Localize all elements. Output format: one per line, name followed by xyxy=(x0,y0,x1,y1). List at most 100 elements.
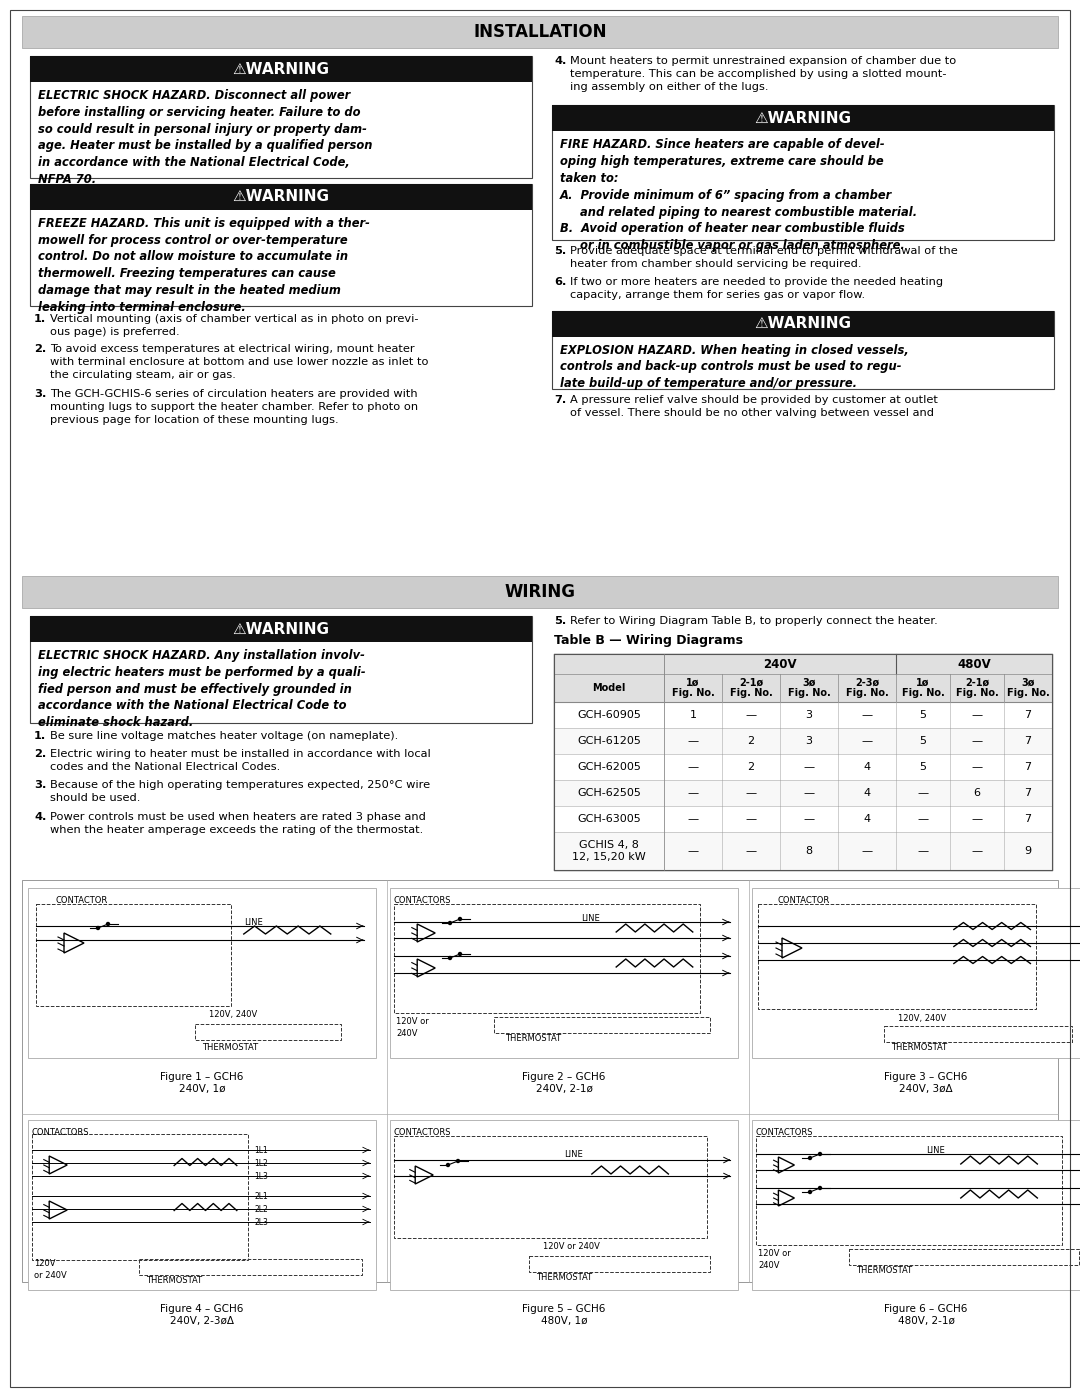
Bar xyxy=(664,806,723,833)
Text: 5.: 5. xyxy=(554,246,566,257)
Text: —: — xyxy=(745,788,757,798)
Bar xyxy=(838,728,896,754)
Text: —: — xyxy=(917,788,929,798)
Circle shape xyxy=(448,957,451,960)
Bar xyxy=(664,728,723,754)
Text: 1.: 1. xyxy=(33,314,46,324)
Text: 3.: 3. xyxy=(33,780,46,791)
Text: FREEZE HAZARD. This unit is equipped with a ther-
mowell for process control or : FREEZE HAZARD. This unit is equipped wit… xyxy=(38,217,369,314)
Bar xyxy=(838,833,896,870)
Text: 3: 3 xyxy=(806,736,812,746)
Bar xyxy=(950,703,1004,728)
Circle shape xyxy=(819,1186,822,1189)
Text: Table B — Wiring Diagrams: Table B — Wiring Diagrams xyxy=(554,634,743,647)
Bar xyxy=(30,56,532,82)
Text: 3: 3 xyxy=(806,710,812,719)
Bar xyxy=(22,576,1058,608)
Bar xyxy=(390,888,738,1058)
Bar xyxy=(664,780,723,806)
Text: ⚠WARNING: ⚠WARNING xyxy=(232,190,329,204)
Circle shape xyxy=(809,1157,811,1160)
Text: 9: 9 xyxy=(1025,847,1031,856)
Text: THERMOSTAT: THERMOSTAT xyxy=(202,1044,258,1052)
Text: The GCH-GCHIS-6 series of circulation heaters are provided with
mounting lugs to: The GCH-GCHIS-6 series of circulation he… xyxy=(50,388,418,425)
Bar xyxy=(552,105,1054,131)
Bar xyxy=(529,1256,711,1273)
Bar xyxy=(664,703,723,728)
Bar xyxy=(838,703,896,728)
Text: 120V or
240V: 120V or 240V xyxy=(758,1249,791,1270)
Bar xyxy=(752,1120,1080,1289)
Bar xyxy=(1004,703,1052,728)
Bar xyxy=(950,754,1004,780)
Text: 1ø
Fig. No.: 1ø Fig. No. xyxy=(902,678,944,698)
Text: 5: 5 xyxy=(919,710,927,719)
Bar xyxy=(554,673,1052,703)
Text: LINE: LINE xyxy=(581,914,600,923)
Bar xyxy=(30,184,532,306)
Text: —: — xyxy=(862,847,873,856)
Text: ELECTRIC SHOCK HAZARD. Disconnect all power
before installing or servicing heate: ELECTRIC SHOCK HAZARD. Disconnect all po… xyxy=(38,89,373,186)
Text: Be sure line voltage matches heater voltage (on nameplate).: Be sure line voltage matches heater volt… xyxy=(50,731,399,740)
Text: THERMOSTAT: THERMOSTAT xyxy=(891,1042,947,1052)
Text: Vertical mounting (axis of chamber vertical as in photo on previ-
ous page) is p: Vertical mounting (axis of chamber verti… xyxy=(50,314,419,337)
Text: —: — xyxy=(745,710,757,719)
Text: 240V: 240V xyxy=(764,658,797,671)
Text: 8: 8 xyxy=(806,847,812,856)
Bar xyxy=(896,754,950,780)
Bar xyxy=(756,1136,1063,1245)
Bar xyxy=(664,754,723,780)
Text: —: — xyxy=(688,761,699,773)
Text: ⚠WARNING: ⚠WARNING xyxy=(232,622,329,637)
Bar xyxy=(552,105,1054,240)
Bar xyxy=(28,1120,376,1289)
Bar xyxy=(30,616,532,722)
Bar xyxy=(30,56,532,177)
Bar xyxy=(838,754,896,780)
Text: CONTACTORS: CONTACTORS xyxy=(756,1127,813,1137)
Circle shape xyxy=(809,1190,811,1193)
Text: 7: 7 xyxy=(1025,788,1031,798)
Bar xyxy=(723,728,780,754)
Text: GCH-60905: GCH-60905 xyxy=(577,710,640,719)
Bar xyxy=(554,833,664,870)
Text: —: — xyxy=(688,847,699,856)
Bar xyxy=(950,728,1004,754)
Text: THERMOSTAT: THERMOSTAT xyxy=(536,1273,592,1282)
Bar xyxy=(780,833,838,870)
Bar xyxy=(950,806,1004,833)
Text: CONTACTORS: CONTACTORS xyxy=(394,1127,451,1137)
Text: 6.: 6. xyxy=(554,277,566,286)
Bar xyxy=(664,654,896,673)
Bar xyxy=(780,703,838,728)
Text: —: — xyxy=(971,847,983,856)
Bar xyxy=(950,833,1004,870)
Text: 2L1: 2L1 xyxy=(254,1192,268,1201)
Bar xyxy=(495,1017,711,1034)
Bar xyxy=(780,754,838,780)
Text: Figure 4 – GCH6
240V, 2-3øΔ: Figure 4 – GCH6 240V, 2-3øΔ xyxy=(160,1303,244,1326)
Text: 4: 4 xyxy=(863,788,870,798)
Text: 5: 5 xyxy=(919,736,927,746)
Bar xyxy=(896,780,950,806)
Text: Because of the high operating temperatures expected, 250°C wire
should be used.: Because of the high operating temperatur… xyxy=(50,780,430,803)
Text: Figure 2 – GCH6
240V, 2-1ø: Figure 2 – GCH6 240V, 2-1ø xyxy=(523,1071,606,1094)
Bar xyxy=(554,654,664,673)
Text: CONTACTORS: CONTACTORS xyxy=(32,1127,90,1137)
Text: 3.: 3. xyxy=(33,388,46,398)
Bar xyxy=(896,806,950,833)
Bar xyxy=(850,1249,1079,1266)
Circle shape xyxy=(457,1160,459,1162)
Text: 1: 1 xyxy=(689,710,697,719)
Text: THERMOSTAT: THERMOSTAT xyxy=(146,1277,202,1285)
Text: 120V or 240V: 120V or 240V xyxy=(543,1242,600,1252)
Text: 1ø
Fig. No.: 1ø Fig. No. xyxy=(672,678,714,698)
Text: 2L3: 2L3 xyxy=(254,1218,268,1227)
Bar xyxy=(390,1120,738,1289)
Bar xyxy=(838,806,896,833)
Text: 2.: 2. xyxy=(33,344,46,355)
Bar xyxy=(896,833,950,870)
Text: GCH-63005: GCH-63005 xyxy=(577,814,640,824)
Text: Provide adequate space at terminal end to permit withdrawal of the
heater from c: Provide adequate space at terminal end t… xyxy=(570,246,958,270)
Bar xyxy=(195,1024,341,1039)
